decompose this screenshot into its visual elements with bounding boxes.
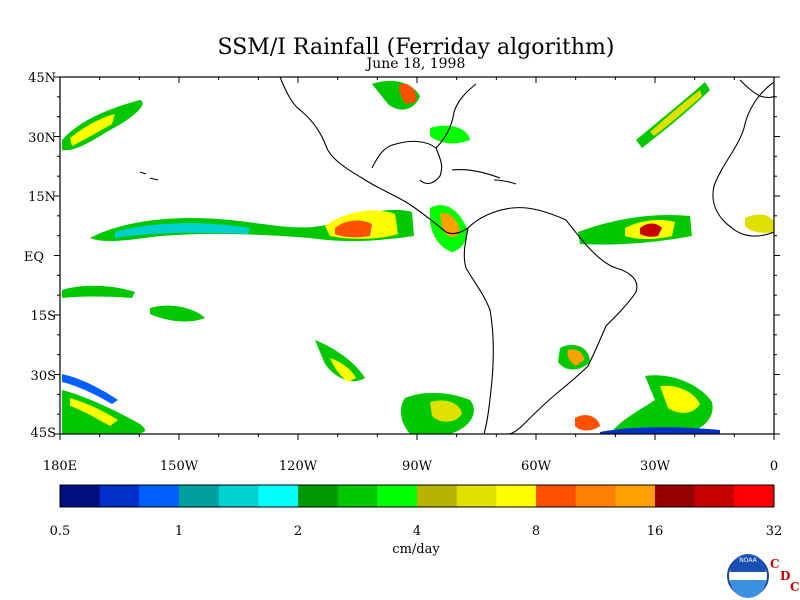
coastline-south-america-west — [463, 227, 494, 435]
colorbar-swatch — [456, 485, 497, 507]
rain-fringe-south-east — [600, 427, 720, 434]
coastlines — [139, 76, 775, 435]
colorbar-unit-label: cm/day — [392, 542, 440, 557]
map-ticks — [54, 76, 780, 440]
cdc-letter-c1: C — [770, 557, 780, 571]
colorbar-swatch — [536, 485, 577, 507]
colorbar-swatches — [60, 485, 775, 507]
rainfall-field — [62, 80, 774, 434]
coastline-americas-pacific — [279, 76, 469, 235]
colorbar-swatch — [417, 485, 458, 507]
rain-itcz-hot — [335, 220, 372, 238]
rain-southern-ocean-east — [610, 375, 713, 434]
lat-label-15s: 15S — [31, 309, 56, 324]
coastline-iberia — [739, 79, 775, 99]
latitude-labels: 45N 30N 15N EQ 15S 30S 45S — [24, 71, 56, 441]
rain-south-america-se-core — [567, 349, 584, 366]
rain-itcz-atlantic-hot — [640, 223, 662, 237]
colorbar-tick-32: 32 — [766, 524, 783, 539]
rain-north-pacific-west-core — [70, 114, 115, 146]
colorbar-tick-0-5: 0.5 — [50, 524, 71, 539]
colorbar-tick-2: 2 — [294, 524, 302, 539]
figure-title: SSM/I Rainfall (Ferriday algorithm) — [218, 35, 615, 60]
colorbar-swatch — [337, 485, 378, 507]
coastline-us-east — [435, 83, 477, 149]
colorbar-swatch — [615, 485, 656, 507]
colorbar-swatch — [655, 485, 696, 507]
lon-label-150w: 150W — [160, 459, 199, 474]
rain-southern-ocean-central-core — [430, 400, 462, 422]
colorbar-tick-labels: 0.5 1 2 4 8 16 32 — [50, 524, 783, 539]
noaa-logo-gull — [731, 571, 765, 581]
rain-west-africa — [745, 214, 774, 233]
colorbar-swatch — [218, 485, 259, 507]
coastline-hawaii — [139, 171, 159, 181]
colorbar-swatch — [60, 485, 101, 507]
colorbar-swatch — [734, 485, 775, 507]
coastline-cuba — [451, 168, 501, 179]
noaa-logo-upper — [730, 554, 766, 572]
lon-label-180e: 180E — [43, 459, 77, 474]
colorbar-frame — [59, 484, 775, 508]
colorbar-tick-1: 1 — [175, 524, 183, 539]
colorbar-tick-16: 16 — [647, 524, 664, 539]
colorbar-tick-8: 8 — [532, 524, 540, 539]
cdc-letter-d: D — [780, 569, 790, 583]
colorbar-tick-4: 4 — [413, 524, 421, 539]
lat-label-eq: EQ — [24, 250, 44, 265]
lat-label-30n: 30N — [28, 131, 56, 146]
colorbar: 0.5 1 2 4 8 16 32 cm/day — [50, 484, 783, 557]
rain-southern-ocean-east-hot — [575, 415, 600, 431]
colorbar-swatch — [694, 485, 735, 507]
rain-fringe-south-west — [62, 374, 118, 404]
colorbar-swatch — [298, 485, 339, 507]
lon-label-0: 0 — [770, 459, 778, 474]
colorbar-swatch — [575, 485, 616, 507]
noaa-logo-text: NOAA — [739, 557, 757, 564]
rain-southern-ocean-east-core — [660, 385, 700, 413]
coastline-africa — [712, 81, 775, 237]
colorbar-swatch — [258, 485, 299, 507]
colorbar-swatch — [179, 485, 220, 507]
lat-label-15n: 15N — [28, 190, 56, 205]
rain-spcz — [62, 285, 135, 298]
colorbar-swatch — [496, 485, 537, 507]
rain-western-atlantic — [430, 125, 470, 144]
coastline-hispaniola — [493, 179, 517, 185]
noaa-logo-lower — [730, 580, 766, 598]
colorbar-swatch — [139, 485, 180, 507]
map-panel: 45N 30N 15N EQ 15S 30S 45S 180E 150W 120… — [24, 71, 780, 474]
lat-label-45s: 45S — [31, 426, 56, 441]
cdc-letter-c2: C — [790, 580, 800, 594]
rain-north-america-core — [399, 83, 417, 104]
lon-label-120w: 120W — [279, 459, 318, 474]
lat-label-30s: 30S — [31, 369, 56, 384]
rain-atlantic-frontal-core — [650, 90, 702, 136]
rain-south-pacific-patch — [150, 305, 205, 322]
rain-south-pacific-mid — [315, 340, 365, 382]
lon-label-30w: 30W — [640, 459, 671, 474]
colorbar-swatch — [99, 485, 140, 507]
rain-itcz-cyan — [115, 223, 250, 238]
rain-southern-ocean-west-core — [70, 398, 118, 426]
longitude-labels: 180E 150W 120W 90W 60W 30W 0 — [43, 459, 778, 474]
figure-subtitle: June 18, 1998 — [365, 56, 466, 72]
lon-label-60w: 60W — [521, 459, 552, 474]
coastline-south-america — [467, 207, 638, 435]
rain-south-pacific-mid-core — [330, 358, 356, 382]
lat-label-45n: 45N — [28, 71, 56, 86]
noaa-cdc-logo: NOAA C D C — [727, 554, 800, 598]
colorbar-swatch — [377, 485, 418, 507]
lon-label-90w: 90W — [402, 459, 433, 474]
